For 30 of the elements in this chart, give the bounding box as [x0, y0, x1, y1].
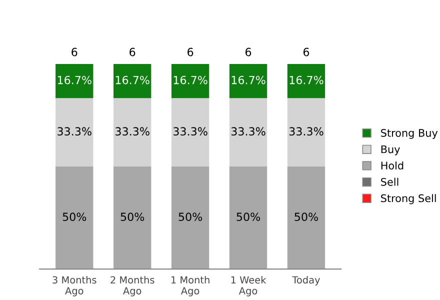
legend-label: Strong Buy: [381, 128, 438, 139]
data-label: 16.7%: [232, 76, 266, 84]
x-tick-label: 3 Months Ago: [52, 276, 96, 296]
data-label: 33.3%: [116, 127, 150, 136]
data-label: 16.7%: [58, 76, 92, 84]
legend-label: Sell: [381, 178, 398, 186]
x-tick-label: 1 Month Ago: [171, 276, 210, 296]
text: 6: [246, 48, 252, 56]
data-label: 16.7%: [290, 76, 324, 84]
data-label: 50%: [120, 212, 144, 222]
x-tick-label: Today: [292, 276, 320, 286]
data-label: 33.3%: [289, 127, 324, 136]
data-label: 16.7%: [116, 76, 150, 84]
text: 6: [72, 48, 78, 56]
x-tick-label: 2 Months Ago: [110, 276, 154, 296]
x-tick-label: 1 Week Ago: [231, 276, 266, 296]
legend-label: Hold: [381, 161, 404, 170]
data-label: 50%: [294, 212, 318, 222]
data-label: 33.3%: [231, 127, 266, 136]
data-label: 33.3%: [58, 127, 92, 136]
legend-label: Strong Sell: [381, 194, 436, 204]
text: 6: [130, 48, 136, 56]
text: 6: [303, 48, 310, 56]
data-label: 50%: [178, 212, 202, 222]
data-label: 16.7%: [174, 76, 208, 84]
data-label: 50%: [236, 212, 260, 222]
data-label: 33.3%: [174, 127, 208, 136]
legend-label: Buy: [381, 145, 400, 156]
text: 6: [188, 48, 194, 56]
data-label: 50%: [62, 212, 86, 222]
